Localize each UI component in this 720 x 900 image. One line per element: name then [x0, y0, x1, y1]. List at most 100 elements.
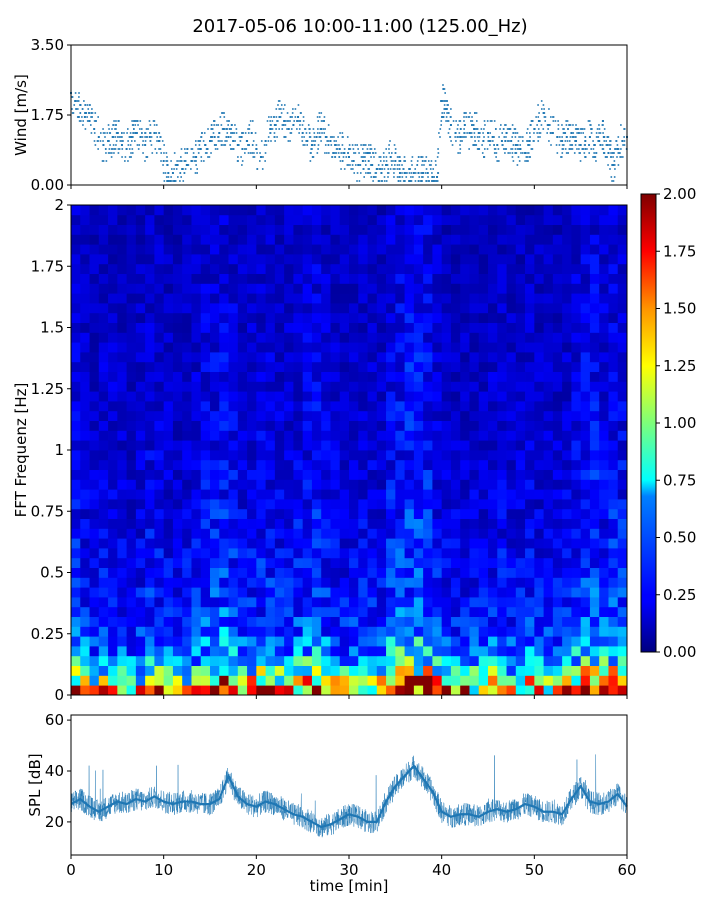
- wind-point: [104, 148, 107, 150]
- wind-point: [606, 144, 608, 146]
- spectrogram-cell: [98, 685, 109, 696]
- spectrogram-cell: [89, 567, 100, 578]
- spectrogram-cell: [71, 587, 81, 598]
- spectrogram-cell: [172, 361, 183, 372]
- wind-point: [505, 132, 508, 134]
- spectrogram-cell: [608, 440, 619, 451]
- wind-point: [583, 128, 586, 130]
- spectrogram-cell: [108, 244, 118, 255]
- wind-point: [154, 148, 157, 150]
- spectrogram-cell: [191, 234, 202, 245]
- spectrogram-cell: [265, 557, 276, 568]
- spectrogram-cell: [599, 518, 609, 529]
- wind-point: [377, 180, 380, 182]
- wind-point: [482, 140, 485, 142]
- spectrogram-cell: [608, 577, 619, 588]
- spectrogram-cell: [98, 224, 109, 235]
- spectrogram-cell: [404, 528, 415, 539]
- spectrogram-cell: [543, 430, 554, 441]
- spectrogram-cell: [256, 655, 266, 666]
- wind-point: [127, 160, 129, 162]
- wind-point: [594, 144, 596, 146]
- spectrogram-cell: [71, 567, 81, 578]
- spectrogram-cell: [71, 450, 81, 461]
- wind-point: [434, 180, 437, 182]
- spectrogram-cell: [506, 665, 517, 676]
- wind-point: [423, 164, 425, 166]
- spectrogram-cell: [154, 479, 165, 490]
- wind-point: [470, 132, 473, 134]
- wind-point: [588, 120, 591, 122]
- wind-point: [222, 128, 224, 130]
- spectrogram-cell: [321, 518, 331, 529]
- wind-point: [354, 164, 357, 166]
- spectrogram-cell: [71, 371, 81, 382]
- wind-point: [251, 144, 254, 146]
- wind-point: [88, 120, 91, 122]
- spectrogram-cell: [98, 508, 109, 519]
- spectrogram-cell: [349, 322, 359, 333]
- spectrogram-cell: [172, 322, 183, 333]
- wind-point: [194, 144, 197, 146]
- wind-point: [363, 176, 365, 178]
- spectrogram-cell: [80, 391, 90, 402]
- wind-point: [566, 120, 569, 122]
- wind-point: [446, 112, 448, 114]
- spectrogram-cell: [580, 606, 591, 617]
- spectrogram-cell: [423, 528, 433, 539]
- spectrogram-cell: [349, 479, 359, 490]
- wind-point: [199, 148, 202, 150]
- spectrogram-cell: [349, 548, 359, 559]
- spectrogram-cell: [135, 675, 146, 686]
- spectrogram-cell: [154, 597, 165, 608]
- wind-point: [197, 140, 200, 142]
- spectrogram-cell: [460, 626, 470, 637]
- spectrogram-cell: [172, 597, 183, 608]
- spectrogram-cell: [237, 430, 248, 441]
- spectrogram-cell: [562, 430, 572, 441]
- spectrogram-cell: [580, 401, 591, 412]
- spectrogram-cell: [256, 420, 266, 431]
- spectrogram-cell: [543, 312, 554, 323]
- spectrogram-cell: [617, 665, 628, 676]
- spectrogram-cell: [386, 410, 396, 421]
- spectrogram-cell: [274, 430, 285, 441]
- wind-point: [183, 172, 186, 174]
- spectrogram-cell: [478, 401, 489, 412]
- spectrogram-cell: [404, 518, 415, 529]
- wind-point: [427, 160, 430, 162]
- spectrogram-cell: [163, 224, 174, 235]
- wind-point: [301, 136, 303, 138]
- spectrogram-cell: [274, 420, 285, 431]
- spectrogram-cell: [432, 587, 443, 598]
- spectrogram-cell: [330, 420, 341, 431]
- spectrogram-cell: [98, 665, 109, 676]
- spectrogram-cell: [89, 283, 100, 294]
- wind-point: [146, 136, 148, 138]
- spectrogram-cell: [506, 675, 517, 686]
- spectrogram-cell: [237, 283, 248, 294]
- spectrogram-cell: [182, 518, 192, 529]
- spectrogram-cell: [108, 557, 118, 568]
- spectrogram-cell: [386, 273, 396, 284]
- spectrogram-cell: [135, 391, 146, 402]
- wind-point: [593, 156, 595, 158]
- wind-point: [620, 124, 622, 126]
- spectrogram-cell: [237, 322, 248, 333]
- spectrogram-cell: [135, 499, 146, 510]
- spectrogram-cell: [311, 440, 322, 451]
- spectrogram-cell: [608, 518, 619, 529]
- spectrogram-cell: [154, 528, 165, 539]
- spectrogram-cell: [450, 685, 461, 696]
- spectrogram-cell: [386, 479, 396, 490]
- wind-point: [356, 180, 358, 182]
- spectrogram-cell: [515, 342, 526, 353]
- spectrogram-cell: [256, 205, 266, 216]
- spectrogram-cell: [543, 508, 554, 519]
- spectrogram-cell: [413, 303, 424, 314]
- spectrogram-cell: [376, 254, 387, 265]
- spectrogram-cell: [284, 646, 294, 657]
- spectrogram-cell: [293, 567, 304, 578]
- spectrogram-cell: [376, 685, 387, 696]
- spectrogram-cell: [108, 587, 118, 598]
